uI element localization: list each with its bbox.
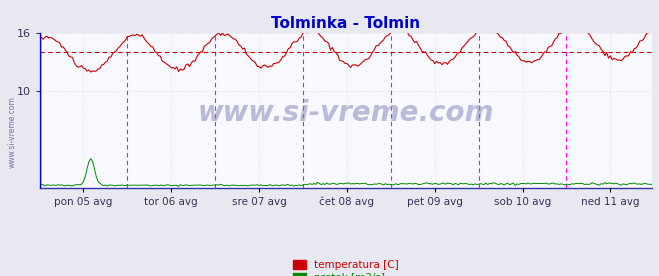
Text: www.si-vreme.com: www.si-vreme.com bbox=[198, 99, 494, 128]
Legend: temperatura [C], pretok [m3/s]: temperatura [C], pretok [m3/s] bbox=[289, 256, 403, 276]
Text: www.si-vreme.com: www.si-vreme.com bbox=[8, 97, 17, 168]
Title: Tolminka - Tolmin: Tolminka - Tolmin bbox=[272, 15, 420, 31]
